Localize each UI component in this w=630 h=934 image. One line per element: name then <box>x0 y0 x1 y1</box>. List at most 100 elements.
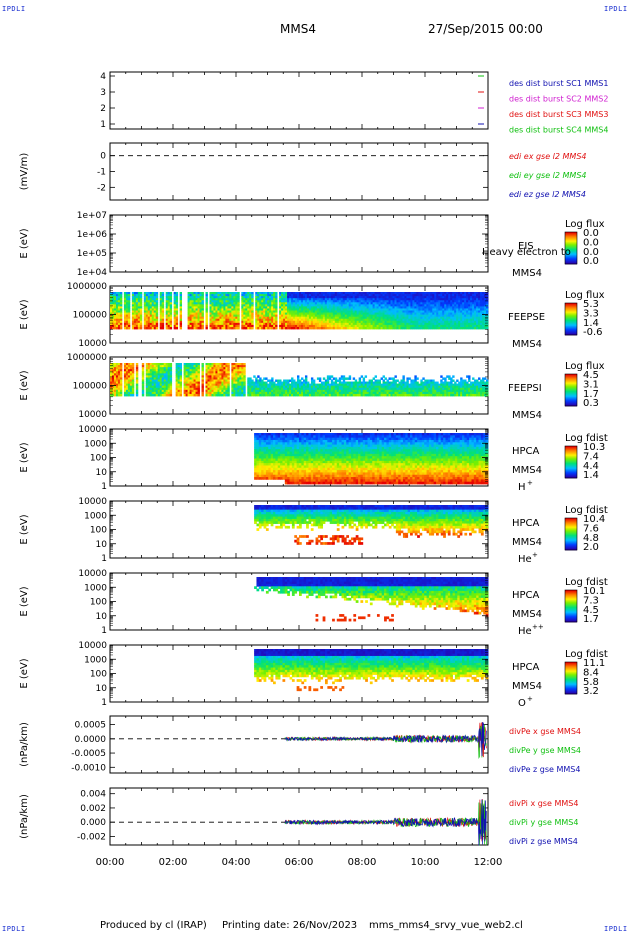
colorbar-segment <box>565 328 577 330</box>
spectrogram-cell <box>247 302 250 305</box>
spectrogram-cell <box>233 292 236 295</box>
spectrogram-cell <box>310 310 314 313</box>
spectrogram-cell <box>450 304 453 307</box>
spectrogram-cell <box>285 310 288 313</box>
spectrogram-cell <box>382 316 385 320</box>
spectrogram-cell <box>119 300 123 303</box>
spectrogram-cell <box>334 300 338 303</box>
spectrogram-cell <box>424 294 427 297</box>
spectrogram-cell <box>289 294 292 297</box>
spectrogram-cell <box>468 316 471 320</box>
spectrogram-cell <box>476 320 479 324</box>
spectrogram-cell <box>440 312 443 316</box>
spectrogram-cell <box>470 298 473 301</box>
spectrogram-cell <box>293 308 296 311</box>
spectrogram-cell <box>139 324 143 328</box>
spectrogram-cell <box>368 294 372 297</box>
spectrogram-cell <box>356 296 360 299</box>
spectrogram-cell <box>384 308 387 311</box>
spectrogram-cell <box>460 294 463 297</box>
spectrogram-cell <box>243 393 246 397</box>
spectrogram-cell <box>225 322 228 326</box>
spectrogram-cell <box>462 292 465 295</box>
spectrogram-cell <box>328 318 332 322</box>
spectrogram-cell <box>209 302 212 305</box>
spectrogram-cell <box>110 373 113 376</box>
spectrogram-cell <box>295 308 298 311</box>
spectrogram-cell <box>113 322 117 326</box>
spectrogram-cell <box>440 322 443 326</box>
spectrogram-cell <box>404 310 407 313</box>
spectrogram-cell <box>143 294 147 297</box>
spectrogram-cell <box>364 320 368 324</box>
spectrogram-cell <box>119 373 123 376</box>
spectrogram-cell <box>386 298 389 301</box>
colorbar-segment <box>565 239 577 241</box>
colorbar-segment <box>565 241 577 243</box>
spectrogram-cell <box>400 294 403 297</box>
spectrogram-cell <box>416 292 419 295</box>
spectrogram-cell <box>368 314 372 318</box>
spectrogram-cell <box>119 310 123 313</box>
spectrogram-cell <box>372 302 375 305</box>
spectrogram-cell <box>416 298 419 301</box>
spectrogram-cell <box>420 318 423 322</box>
spectrogram-cell <box>336 316 340 320</box>
spectrogram-cell <box>195 320 198 324</box>
spectrogram-cell <box>149 314 153 318</box>
spectrogram-cell <box>480 298 483 301</box>
spectrogram-cell <box>199 302 202 305</box>
spectrogram-cell <box>221 310 224 313</box>
spectrogram-cell <box>111 365 115 368</box>
spectrogram-cell <box>450 308 453 311</box>
spectrogram-cell <box>217 310 220 313</box>
spectrogram-cell <box>143 304 147 307</box>
spectrogram-cell <box>263 312 266 316</box>
spectrogram-cell <box>179 302 183 305</box>
spectrogram-cell <box>414 302 417 305</box>
spectrogram-cell <box>306 294 310 297</box>
spectrogram-cell <box>422 306 425 309</box>
spectrogram-cell <box>342 294 346 297</box>
spectrogram-cell <box>219 324 222 328</box>
spectrogram-cell <box>153 292 157 295</box>
spectrogram-cell <box>275 324 278 328</box>
spectrogram-cell <box>338 292 342 295</box>
spectrogram-cell <box>297 296 300 299</box>
spectrogram-cell <box>362 300 366 303</box>
spectrogram-cell <box>117 314 121 318</box>
spectrogram-cell <box>265 294 268 297</box>
spectrogram-cell <box>310 318 314 322</box>
spectrogram-cell <box>169 308 173 311</box>
spectrogram-cell <box>382 292 385 295</box>
spectrogram-cell <box>117 391 121 395</box>
colorbar-segment <box>565 326 577 328</box>
spectrogram-cell <box>127 373 131 376</box>
spectrogram-cell <box>123 383 127 387</box>
spectrogram-cell <box>314 314 318 318</box>
spectrogram-cell <box>420 306 423 309</box>
spectrogram-cell <box>412 314 415 318</box>
legend-entry: des dist burst SC2 MMS2 <box>509 95 608 104</box>
spectrogram-cell <box>304 300 308 303</box>
spectrogram-cell <box>197 308 200 311</box>
spectrogram-cell <box>201 294 204 297</box>
spectrogram-cell <box>386 300 389 303</box>
spectrogram-cell <box>249 306 252 309</box>
spectrogram-cell <box>360 314 364 318</box>
plot-datetime: 27/Sep/2015 00:00 <box>428 22 543 36</box>
spectrogram-cell <box>326 296 330 299</box>
spectrogram-cell <box>237 320 240 324</box>
spectrogram-cell <box>225 310 228 313</box>
spectrogram-cell <box>227 322 230 326</box>
spectrogram-cell <box>372 308 375 311</box>
spectrogram-cell <box>450 306 453 309</box>
spectrogram-cell <box>474 300 477 303</box>
spectrogram-cell <box>127 387 131 391</box>
spectrogram-cell <box>358 298 362 301</box>
spectrogram-cell <box>249 308 252 311</box>
spectrogram-cell <box>478 310 481 313</box>
spectrogram-cell <box>127 324 131 328</box>
spectrogram-cell <box>133 312 137 316</box>
